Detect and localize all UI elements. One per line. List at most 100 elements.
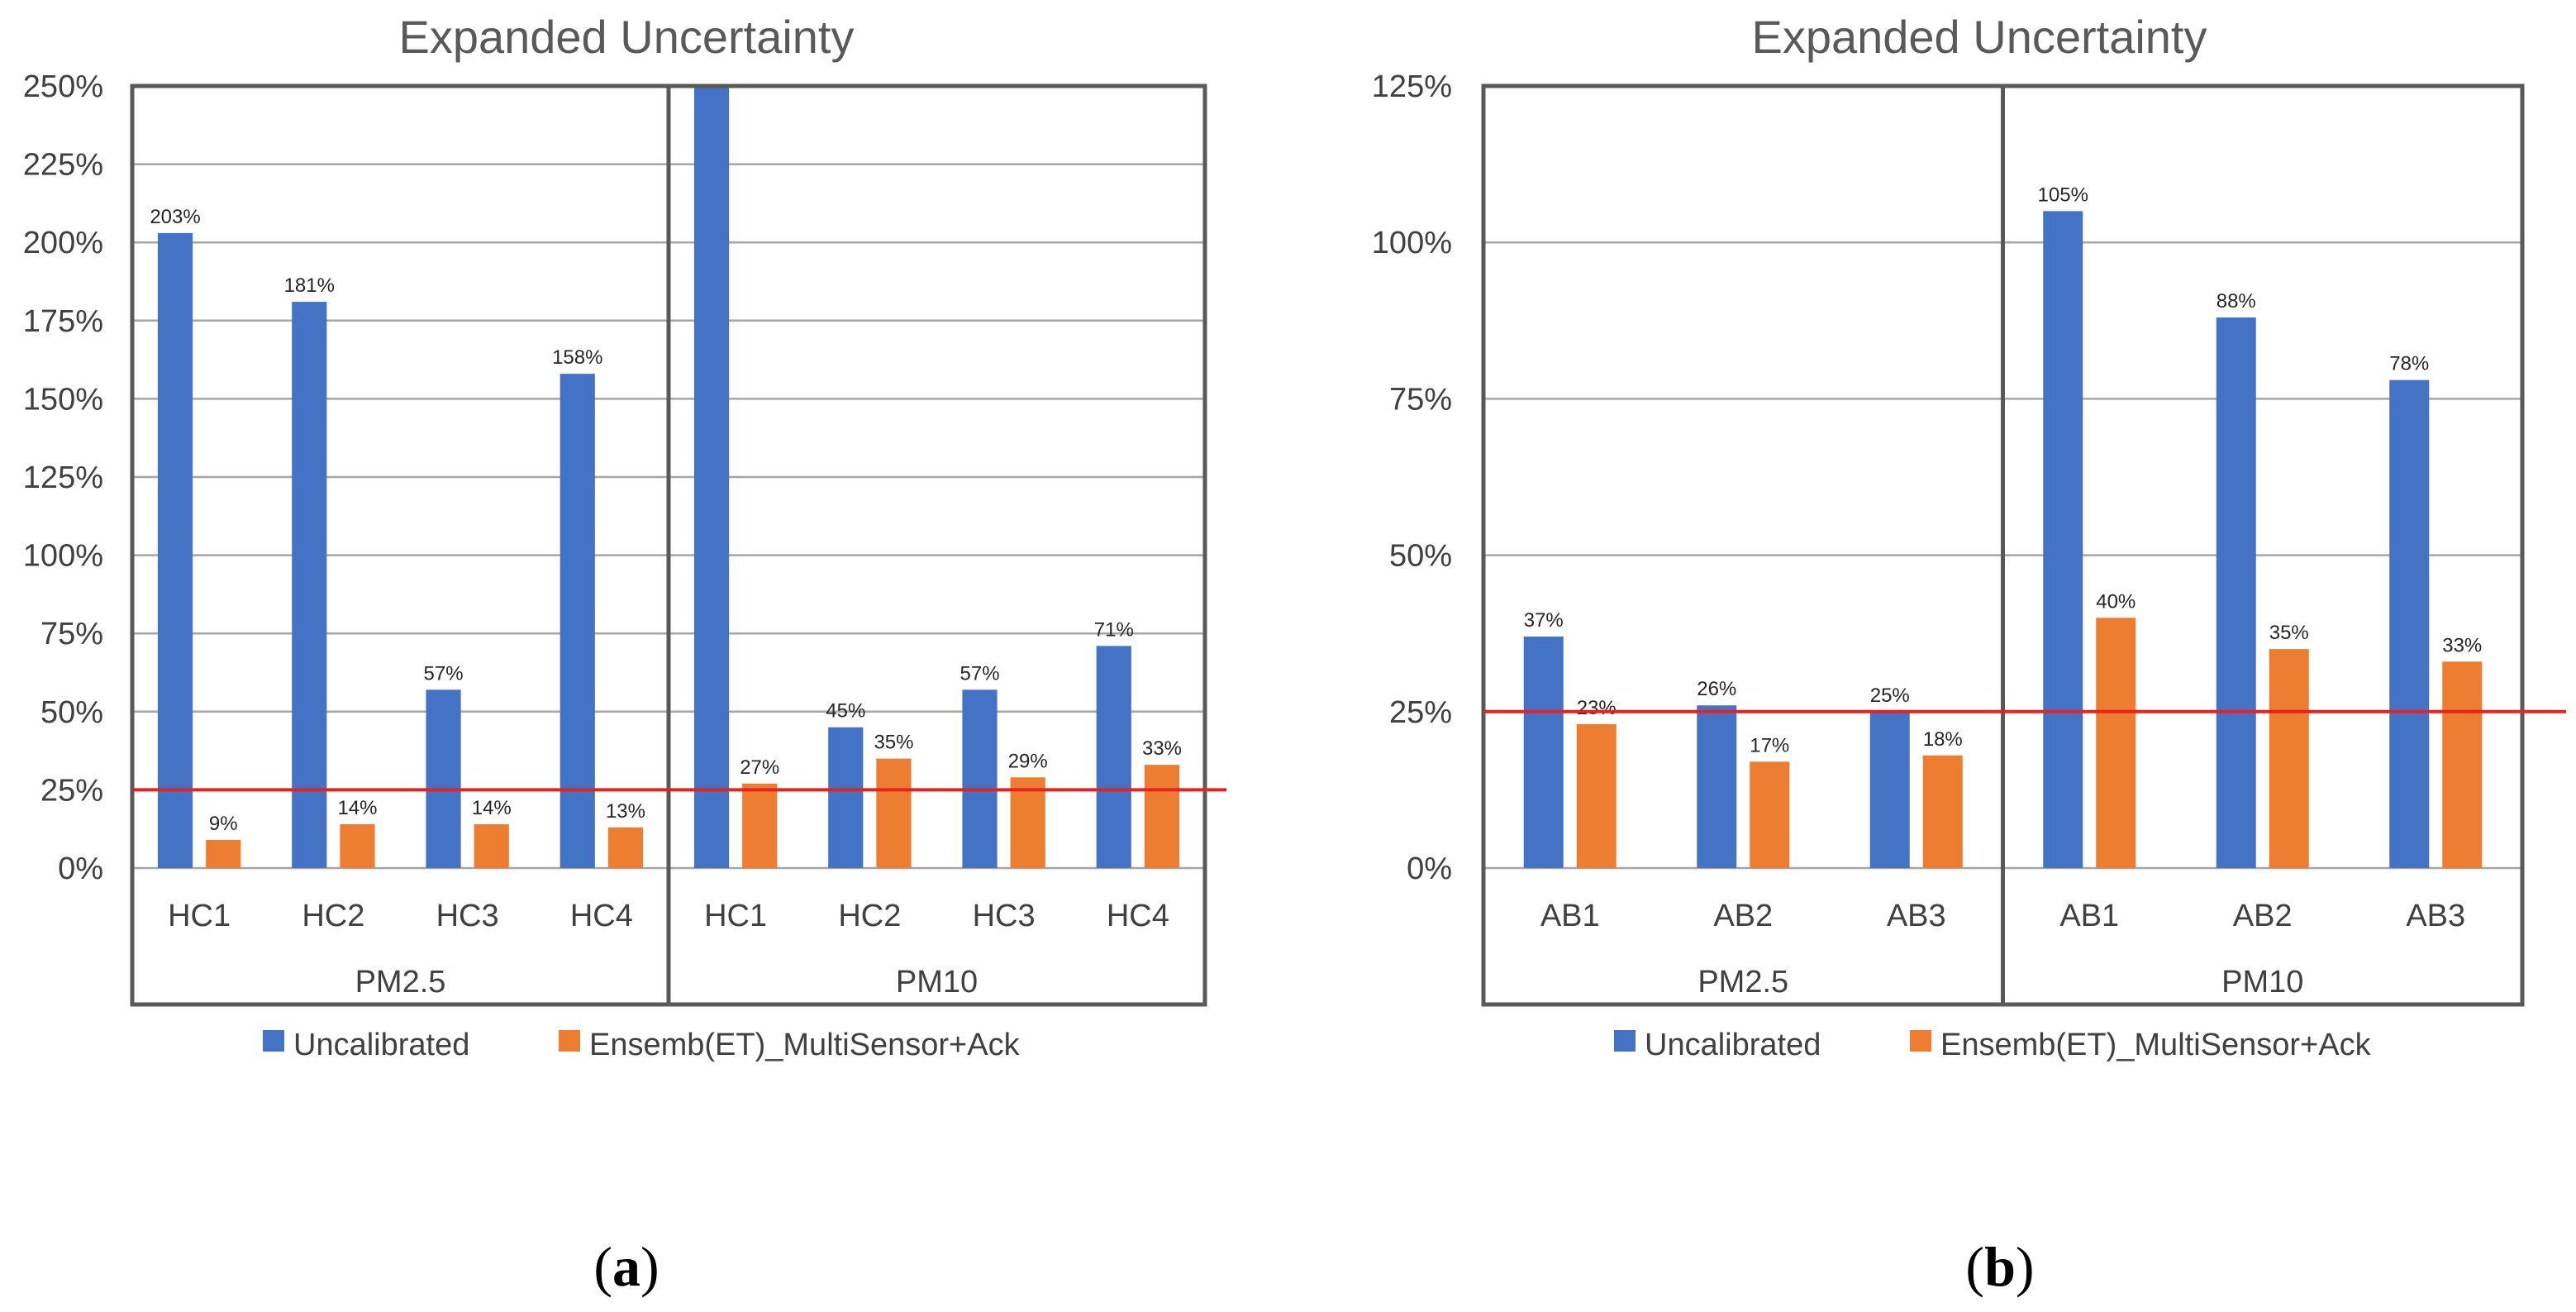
legend-swatch-uncalibrated [1614, 1030, 1636, 1052]
data-label: 71% [1094, 618, 1134, 641]
y-tick-label: 75% [40, 617, 103, 651]
y-tick-label: 125% [23, 460, 103, 495]
x-tick-label: HC1 [168, 899, 231, 933]
panel-label-open-paren: ( [593, 1235, 612, 1298]
data-label: 78% [2389, 353, 2429, 375]
bar-uncalibrated-pm25-hc4 [559, 374, 595, 868]
bar-calibrated-pm25-hc3 [474, 824, 509, 868]
legend: Uncalibrated Ensemb(ET)_MultiSensor+Ack [263, 1028, 1021, 1062]
data-label: 14% [472, 797, 512, 819]
bar-calibrated-pm10-hc3 [1010, 777, 1045, 868]
bar-uncalibrated-pm25-ab3 [1869, 711, 1910, 868]
legend: Uncalibrated Ensemb(ET)_MultiSensor+Ack [1614, 1028, 2372, 1062]
y-tick-label: 50% [40, 695, 103, 730]
data-label: 181% [284, 274, 335, 297]
y-tick-label: 225% [23, 148, 103, 183]
data-label: 57% [424, 662, 464, 685]
bar-calibrated-pm25-hc1 [206, 839, 241, 868]
data-label: 33% [1142, 737, 1182, 760]
y-tick-label: 100% [1372, 226, 1452, 260]
bar-uncalibrated-pm10-ab1 [2043, 211, 2083, 869]
x-tick-label: HC3 [973, 899, 1036, 933]
group-label: PM10 [896, 965, 978, 1000]
data-label: 105% [2038, 184, 2088, 206]
data-label: 29% [1008, 750, 1048, 772]
chart-title: Expanded Uncertainty [398, 11, 854, 63]
data-label: 158% [552, 346, 602, 369]
x-tick-label: HC1 [704, 899, 767, 933]
y-tick-label: 250% [23, 69, 103, 104]
bar-calibrated-pm10-ab1 [2096, 618, 2136, 868]
data-label: 40% [2096, 590, 2136, 613]
bar-uncalibrated-pm10-hc2 [828, 727, 864, 868]
bar-calibrated-pm25-ab3 [1922, 755, 1963, 868]
x-tick-label: AB3 [1887, 899, 1946, 933]
y-tick-label: 100% [23, 539, 103, 574]
group-label: PM2.5 [355, 965, 446, 1000]
chart-panel-b: Expanded Uncertainty 0% 25% 50% 75% 100% 125% 3… [1372, 11, 2566, 1298]
panel-label-open-paren: ( [1965, 1235, 1984, 1298]
y-tick-label: 0% [58, 852, 103, 886]
y-tick-label: 25% [40, 773, 103, 808]
data-label: 26% [1697, 678, 1736, 700]
data-label: 57% [960, 662, 1000, 685]
data-label: 23% [1577, 697, 1617, 719]
legend-swatch-uncalibrated [263, 1030, 284, 1052]
data-label: 18% [1923, 728, 1963, 751]
legend-label-calibrated: Ensemb(ET)_MultiSensor+Ack [1940, 1028, 2372, 1062]
x-tick-label: AB2 [1713, 899, 1773, 933]
panel-label-close-paren: ) [640, 1235, 659, 1298]
x-tick-label: HC4 [570, 899, 633, 933]
panel-label-a: (a) [593, 1235, 659, 1298]
legend-label-calibrated: Ensemb(ET)_MultiSensor+Ack [589, 1028, 1021, 1062]
x-tick-label: HC2 [302, 899, 364, 933]
legend-swatch-calibrated [1910, 1030, 1931, 1052]
bar-calibrated-pm25-ab1 [1576, 723, 1617, 868]
group-label: PM10 [2221, 965, 2303, 1000]
bar-uncalibrated-pm25-hc2 [292, 302, 327, 868]
panel-label-letter: b [1984, 1235, 2016, 1298]
data-label: 35% [874, 732, 913, 754]
bar-calibrated-pm10-hc1 [742, 783, 778, 868]
bar-uncalibrated-pm25-hc1 [157, 232, 193, 868]
chart-panel-a: Expanded Uncertainty 0% 25% 50% 75% 100% 125% 1… [23, 11, 1226, 1298]
y-tick-label: 200% [23, 226, 103, 260]
data-label: 27% [740, 756, 779, 779]
chart-title: Expanded Uncertainty [1751, 11, 2207, 63]
x-tick-label: AB2 [2233, 899, 2293, 933]
bar-calibrated-pm10-ab3 [2442, 661, 2483, 868]
panel-label-b: (b) [1965, 1235, 2034, 1298]
panel-label-close-paren: ) [2016, 1235, 2035, 1298]
legend-label-uncalibrated: Uncalibrated [1645, 1028, 1821, 1062]
bar-calibrated-pm25-hc4 [607, 827, 644, 868]
data-label: 9% [209, 813, 238, 835]
bar-calibrated-pm25-ab2 [1750, 761, 1790, 868]
data-label: 37% [1524, 609, 1564, 632]
y-tick-label: 25% [1389, 695, 1452, 730]
data-label: 13% [606, 800, 645, 823]
bar-calibrated-pm10-ab2 [2269, 649, 2309, 868]
data-label: 45% [826, 700, 865, 723]
bar-uncalibrated-pm10-hc3 [962, 689, 998, 868]
data-label: 203% [150, 206, 200, 228]
bar-uncalibrated-pm25-ab1 [1523, 636, 1564, 868]
bar-calibrated-pm25-hc2 [340, 824, 375, 868]
y-tick-label: 150% [23, 382, 103, 417]
bar-uncalibrated-pm10-ab3 [2389, 379, 2430, 868]
bar-uncalibrated-pm25-hc3 [426, 689, 461, 868]
x-tick-label: AB1 [1540, 899, 1600, 933]
y-tick-label: 50% [1389, 539, 1452, 574]
bar-uncalibrated-pm25-ab2 [1697, 705, 1737, 868]
x-tick-label: AB1 [2059, 899, 2119, 933]
data-label: 88% [2217, 290, 2256, 312]
y-tick-label: 125% [1372, 69, 1452, 104]
data-label: 33% [2442, 634, 2482, 656]
x-tick-label: HC4 [1107, 899, 1169, 933]
data-label: 17% [1750, 734, 1789, 756]
data-label: 35% [2269, 622, 2309, 644]
data-label: 14% [337, 797, 377, 819]
y-tick-label: 0% [1407, 852, 1452, 886]
panel-label-letter: a [612, 1235, 640, 1298]
legend-swatch-calibrated [559, 1030, 580, 1052]
